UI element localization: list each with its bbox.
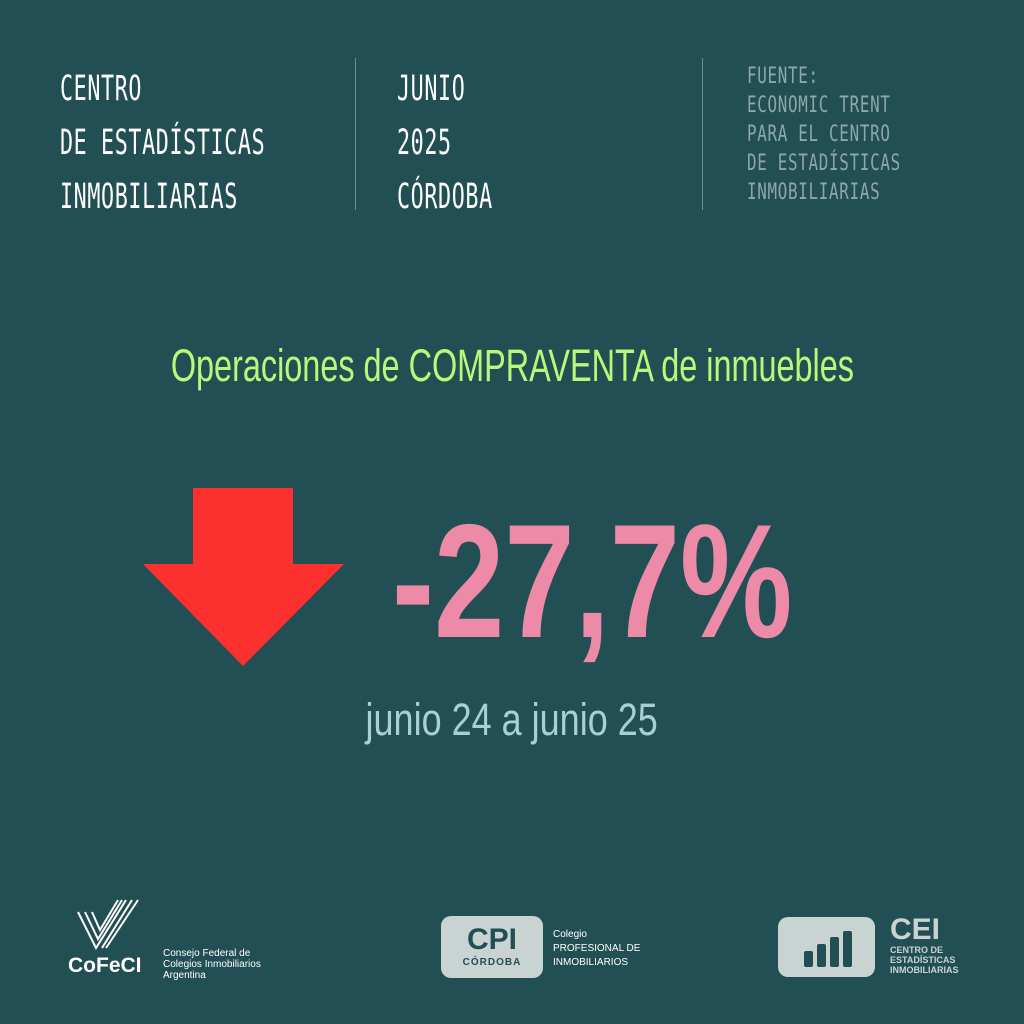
period-text: junio 24 a junio 25 (365, 694, 659, 745)
header-center-line: CENTRO (60, 69, 143, 109)
cei-badge (778, 917, 875, 977)
cofeci-mark-icon (77, 899, 139, 950)
header-source: FUENTE: ECONOMIC TRENT PARA EL CENTRO DE… (747, 62, 901, 207)
header-center-name: CENTRO DE ESTADÍSTICAS INMOBILIARIAS (60, 62, 265, 224)
header-date-location: JUNIO 2025 CÓRDOBA (397, 62, 493, 224)
cofeci-name: CoFeCI (68, 954, 142, 977)
cei-description-line: CENTRO DE (890, 945, 944, 955)
cofeci-description-line: Colegios Inmobiliarios (163, 959, 261, 970)
header-divider (702, 58, 703, 210)
header-divider (355, 58, 356, 210)
cofeci-description-line: Consejo Federal de (163, 948, 251, 959)
cpi-logo: CPI CÓRDOBA Colegio PROFESIONAL DE INMOB… (441, 916, 661, 980)
headline: Operaciones de COMPRAVENTA de inmuebles (0, 340, 1024, 392)
header-source-line: DE ESTADÍSTICAS (747, 151, 901, 176)
cei-abbr: CEI (890, 913, 941, 946)
header-center-line: DE ESTADÍSTICAS (60, 123, 266, 163)
cpi-abbr: CPI (466, 923, 517, 956)
header-date-line: JUNIO (397, 69, 466, 109)
headline-text: Operaciones de COMPRAVENTA de inmuebles (170, 340, 854, 391)
arrow-down-icon (143, 488, 344, 666)
header-source-line: INMOBILIARIAS (747, 180, 881, 205)
header-source-line: PARA EL CENTRO (747, 122, 891, 147)
cofeci-description: Consejo Federal de Colegios Inmobiliario… (163, 948, 303, 981)
period: junio 24 a junio 25 (0, 694, 1024, 746)
cpi-badge: CPI CÓRDOBA (441, 916, 543, 978)
header-source-line: FUENTE: (747, 64, 819, 89)
arrow-down-shape (143, 488, 344, 666)
cofeci-logo: CoFeCI Consejo Federal de Colegios Inmob… (66, 898, 296, 988)
cei-description-line: ESTADÍSTICAS (890, 955, 956, 965)
cpi-description-line: Colegio (553, 929, 587, 940)
cei-description: CENTRO DE ESTADÍSTICAS INMOBILIARIAS (890, 945, 959, 975)
cpi-description-line: PROFESIONAL DE (553, 943, 641, 954)
cei-description-line: INMOBILIARIAS (890, 965, 959, 975)
header-date-line: 2025 (397, 123, 452, 163)
cpi-city: CÓRDOBA (462, 957, 522, 968)
cpi-description: Colegio PROFESIONAL DE INMOBILIARIOS (553, 928, 640, 970)
cei-logo: CEI CENTRO DE ESTADÍSTICAS INMOBILIARIAS (778, 915, 998, 979)
cofeci-description-line: Argentina (163, 970, 206, 981)
bar-chart-icon (804, 931, 852, 967)
header-date-line: CÓRDOBA (397, 177, 493, 217)
header-center-line: INMOBILIARIAS (60, 177, 238, 217)
cpi-description-line: INMOBILIARIOS (553, 957, 629, 968)
change-value: -27,7% (392, 491, 793, 672)
header-source-line: ECONOMIC TRENT (747, 93, 891, 118)
